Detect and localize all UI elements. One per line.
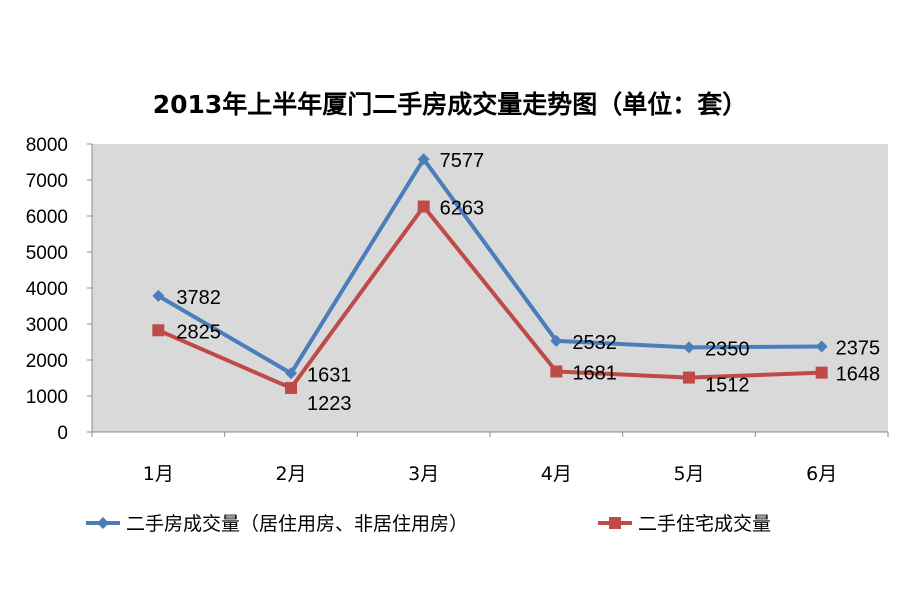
data-label: 1631 (307, 364, 352, 386)
data-point-marker (815, 340, 828, 353)
y-tick-label: 1000 (26, 387, 68, 408)
data-point-marker (417, 153, 430, 166)
data-label: 2532 (572, 332, 617, 354)
data-point-marker (285, 367, 297, 380)
y-tick-label: 8000 (26, 135, 68, 156)
x-tick-label: 6月 (806, 463, 837, 485)
y-tick-label: 7000 (26, 171, 68, 192)
legend-marker (609, 517, 621, 529)
series-line (157, 157, 822, 376)
series-layer: 3782 1631 7577 2532 2350 2375 2825 1223 6263 1681… (152, 150, 880, 415)
data-label: 1648 (836, 364, 881, 386)
y-tick-label: 0 (57, 423, 68, 444)
data-point-marker (152, 289, 165, 302)
data-point-marker (152, 324, 165, 337)
legend-label: 二手住宅成交量 (638, 513, 771, 535)
y-tick-label: 3000 (26, 315, 68, 336)
x-tick-label: 4月 (541, 463, 572, 485)
series-2: 2825 1223 6263 1681 1512 1648 (152, 198, 880, 415)
x-tick-label: 3月 (408, 463, 439, 485)
legend: 二手房成交量（居住用房、非居住用房） 二手住宅成交量 (86, 513, 771, 535)
data-point-marker (550, 334, 563, 347)
data-point-marker (417, 200, 430, 213)
data-point-marker (550, 365, 563, 378)
x-tick-label: 5月 (673, 463, 704, 485)
y-tick-label: 5000 (26, 243, 68, 264)
x-tick-label: 2月 (275, 463, 306, 485)
x-tick-label: 1月 (143, 463, 174, 485)
data-label: 1223 (307, 393, 352, 415)
chart-title: 2013年上半年厦门二手房成交量走势图（单位：套） (153, 90, 748, 119)
legend-label: 二手房成交量（居住用房、非居住用房） (126, 513, 468, 535)
data-point-marker (815, 366, 828, 379)
y-axis-ticks: 0 1000 2000 3000 4000 5000 6000 7000 8000 (26, 135, 92, 444)
series-1: 3782 1631 7577 2532 2350 2375 (152, 150, 880, 386)
y-tick-label: 2000 (26, 351, 68, 372)
data-label: 7577 (440, 150, 485, 172)
series-line (157, 204, 822, 390)
data-label: 3782 (176, 287, 221, 309)
legend-marker (97, 517, 109, 529)
data-label: 2350 (705, 338, 750, 360)
x-axis-ticks: 1月 2月 3月 4月 5月 6月 (91, 432, 889, 485)
data-label: 1512 (705, 375, 750, 397)
y-tick-label: 6000 (26, 207, 68, 228)
data-label: 1681 (572, 362, 617, 384)
data-point-marker (683, 341, 695, 354)
data-label: 2825 (176, 321, 221, 343)
data-point-marker (285, 381, 297, 394)
data-point-marker (683, 371, 695, 384)
y-tick-label: 4000 (26, 279, 68, 300)
data-label: 6263 (440, 198, 485, 220)
data-label: 2375 (836, 338, 881, 360)
